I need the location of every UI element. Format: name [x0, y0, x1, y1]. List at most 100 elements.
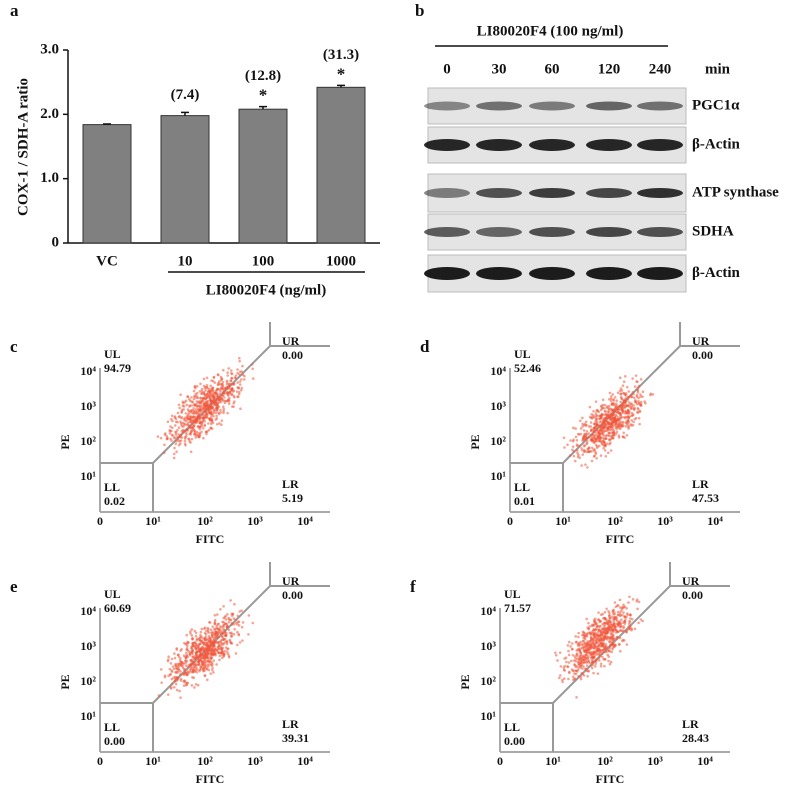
band	[637, 188, 683, 198]
event-dot	[199, 636, 202, 639]
event-dot	[169, 672, 172, 676]
event-dot	[192, 389, 196, 393]
event-dot	[200, 387, 204, 391]
event-dot	[599, 414, 603, 418]
event-dot	[194, 653, 198, 657]
event-dot	[169, 437, 172, 441]
event-dot	[180, 436, 184, 439]
event-dot	[621, 403, 625, 407]
event-dot	[612, 628, 615, 631]
row-label: β-Actin	[692, 136, 741, 152]
event-dot	[565, 660, 568, 664]
event-dot	[169, 687, 173, 690]
row-label: ATP synthase	[692, 184, 779, 200]
event-dot	[595, 641, 598, 645]
event-dot	[200, 424, 203, 428]
event-dot	[199, 396, 202, 400]
event-dot	[174, 664, 178, 668]
event-dot	[230, 372, 233, 375]
event-dot	[604, 422, 607, 426]
y-tick-label: 10³	[80, 399, 96, 413]
event-dot	[641, 390, 645, 394]
event-dot	[608, 391, 612, 395]
event-dot	[194, 682, 198, 686]
event-dot	[212, 659, 216, 662]
event-dot	[215, 408, 219, 411]
event-dot	[215, 663, 218, 666]
event-dot	[594, 400, 598, 403]
event-dot	[234, 374, 238, 377]
event-dot	[597, 629, 601, 632]
event-dot	[625, 433, 629, 437]
quadrant-value: 71.57	[504, 601, 531, 615]
event-dot	[182, 673, 185, 676]
event-dot	[571, 653, 575, 657]
event-dot	[218, 392, 221, 396]
lane-label: 60	[545, 61, 560, 77]
band	[424, 227, 470, 237]
event-dot	[622, 380, 626, 384]
event-dot	[223, 637, 227, 641]
event-dot	[214, 411, 218, 415]
event-dot	[211, 625, 215, 628]
event-dot	[230, 623, 234, 626]
event-dot	[581, 667, 584, 670]
event-dot	[162, 451, 166, 455]
event-dot	[611, 393, 615, 396]
event-dot	[224, 630, 227, 634]
event-dot	[186, 421, 190, 425]
event-dot	[637, 621, 640, 625]
event-dot	[580, 446, 583, 450]
event-dot	[595, 653, 598, 656]
y-tick-label: 0	[52, 234, 60, 250]
event-dot	[599, 619, 602, 623]
event-dot	[581, 630, 585, 634]
event-dot	[607, 640, 611, 643]
event-dot	[189, 632, 192, 635]
event-dot	[251, 377, 255, 380]
quadrant-value: 52.46	[514, 361, 541, 375]
event-dot	[610, 426, 614, 429]
event-dot	[214, 631, 218, 634]
event-dot	[234, 618, 237, 621]
event-dot	[580, 464, 583, 467]
event-dot	[241, 373, 245, 377]
row-label: SDHA	[692, 223, 734, 239]
event-dot	[570, 642, 574, 645]
band	[476, 101, 522, 111]
event-dot	[618, 405, 622, 409]
y-axis-label: PE	[468, 434, 482, 449]
event-dot	[174, 671, 178, 674]
event-dot	[184, 664, 188, 668]
event-dot	[573, 459, 577, 463]
y-axis-label: PE	[58, 434, 72, 449]
event-dot	[572, 426, 575, 430]
event-dot	[192, 676, 196, 680]
event-dot	[190, 396, 193, 399]
event-dot	[236, 368, 239, 371]
event-dot	[591, 663, 595, 666]
event-dot	[209, 400, 213, 404]
event-dot	[204, 411, 208, 415]
event-dot	[193, 646, 197, 649]
y-tick-label: 10¹	[490, 469, 506, 483]
event-dot	[220, 378, 223, 382]
quadrant-name: LR	[282, 477, 299, 491]
event-dot	[598, 659, 601, 662]
quadrant-value: 0.00	[692, 348, 713, 362]
event-dot	[226, 612, 229, 616]
event-dot	[229, 618, 232, 621]
event-dot	[235, 390, 239, 393]
event-dot	[607, 649, 611, 652]
event-dot	[220, 625, 223, 629]
event-dot	[575, 640, 578, 644]
event-dot	[189, 668, 192, 672]
event-dot	[588, 625, 592, 628]
event-dot	[211, 668, 214, 672]
event-dot	[207, 428, 211, 432]
event-dot	[619, 427, 622, 431]
event-dot	[590, 446, 594, 450]
event-dot	[237, 624, 241, 627]
event-dot	[571, 445, 575, 448]
